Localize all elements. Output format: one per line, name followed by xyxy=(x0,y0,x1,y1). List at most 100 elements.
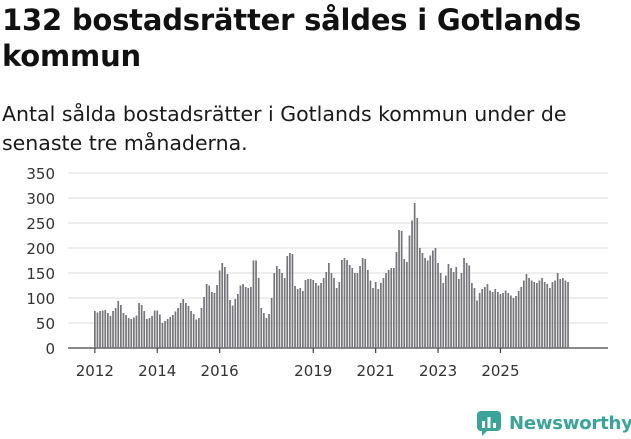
bar xyxy=(213,293,216,348)
bar xyxy=(174,311,177,348)
x-tick-label: 2021 xyxy=(357,362,395,380)
bar xyxy=(94,311,96,348)
y-tick-label: 250 xyxy=(26,215,55,233)
bar xyxy=(512,298,515,348)
bar xyxy=(528,278,530,348)
bar xyxy=(463,258,465,348)
bar xyxy=(567,282,569,348)
bar xyxy=(356,273,359,348)
bar xyxy=(476,300,478,348)
bar xyxy=(265,318,268,348)
bar xyxy=(390,268,393,348)
bar xyxy=(338,282,341,348)
bar xyxy=(374,282,377,348)
bar xyxy=(234,299,237,348)
bar xyxy=(190,311,192,348)
bar xyxy=(244,287,247,348)
bar xyxy=(554,280,556,348)
bar xyxy=(546,284,549,348)
bar xyxy=(229,300,231,348)
bar xyxy=(200,308,203,348)
bar xyxy=(237,294,239,348)
bar xyxy=(96,312,99,348)
bar xyxy=(153,310,156,348)
bar xyxy=(221,263,224,348)
bar xyxy=(380,283,382,348)
bar xyxy=(450,268,452,348)
bar xyxy=(533,282,536,348)
bar xyxy=(348,265,351,348)
bar xyxy=(179,303,182,348)
bar xyxy=(127,318,130,348)
bar xyxy=(530,280,533,348)
bar xyxy=(177,308,179,348)
bar xyxy=(104,310,107,348)
bar xyxy=(523,280,525,348)
bar xyxy=(549,288,551,348)
page-title: 132 bostadsrätter såldes i Gotlands komm… xyxy=(2,3,582,73)
bar xyxy=(413,203,416,348)
y-axis-labels: 0 50 100 150 200 250 300 350 xyxy=(26,165,55,358)
chart-annotations: 132 xyxy=(568,160,599,164)
bar xyxy=(281,273,283,348)
bar xyxy=(504,290,507,348)
bar xyxy=(218,270,221,348)
bar xyxy=(416,218,419,348)
bar xyxy=(133,317,135,348)
bar xyxy=(499,294,502,348)
bar xyxy=(484,287,486,348)
bar xyxy=(364,259,367,348)
bar xyxy=(107,313,109,348)
bar xyxy=(351,268,354,348)
bar xyxy=(140,305,143,348)
bar xyxy=(437,263,439,348)
bar xyxy=(117,301,120,348)
bar xyxy=(434,248,437,348)
bar xyxy=(257,278,260,348)
bar xyxy=(304,280,307,348)
bar xyxy=(239,285,242,348)
bar xyxy=(211,292,213,348)
bar xyxy=(541,278,543,348)
bar xyxy=(564,280,567,348)
bar xyxy=(114,308,117,348)
x-tick-label: 2016 xyxy=(201,362,239,380)
bar xyxy=(255,260,257,348)
y-tick-label: 300 xyxy=(26,190,55,208)
bar xyxy=(489,290,491,348)
bar xyxy=(205,284,208,348)
y-tick-label: 100 xyxy=(26,290,55,308)
x-tick-label: 2019 xyxy=(294,362,332,380)
bar xyxy=(400,231,403,348)
bar xyxy=(320,283,322,348)
bar xyxy=(112,311,114,348)
y-tick-label: 150 xyxy=(26,265,55,283)
bar xyxy=(341,260,343,348)
bar xyxy=(556,273,559,348)
bar xyxy=(120,305,122,348)
bar xyxy=(172,315,174,348)
bar xyxy=(525,274,528,348)
bar xyxy=(494,289,497,348)
bar xyxy=(515,296,517,348)
x-tick-label: 2025 xyxy=(481,362,519,380)
bar xyxy=(159,314,161,348)
chart-bars xyxy=(94,203,569,348)
bar xyxy=(359,266,361,348)
bar xyxy=(283,278,286,348)
bar xyxy=(419,248,421,348)
bar xyxy=(302,291,304,348)
bar xyxy=(429,255,432,348)
bar xyxy=(169,317,172,348)
bar xyxy=(250,287,252,348)
bar xyxy=(377,289,380,348)
bar xyxy=(328,263,330,348)
bar xyxy=(242,284,244,348)
bar xyxy=(439,273,442,348)
bar xyxy=(146,319,148,348)
bar xyxy=(369,280,372,348)
bar xyxy=(367,270,369,348)
bar xyxy=(322,278,325,348)
bar xyxy=(346,260,348,348)
bar xyxy=(138,303,140,348)
